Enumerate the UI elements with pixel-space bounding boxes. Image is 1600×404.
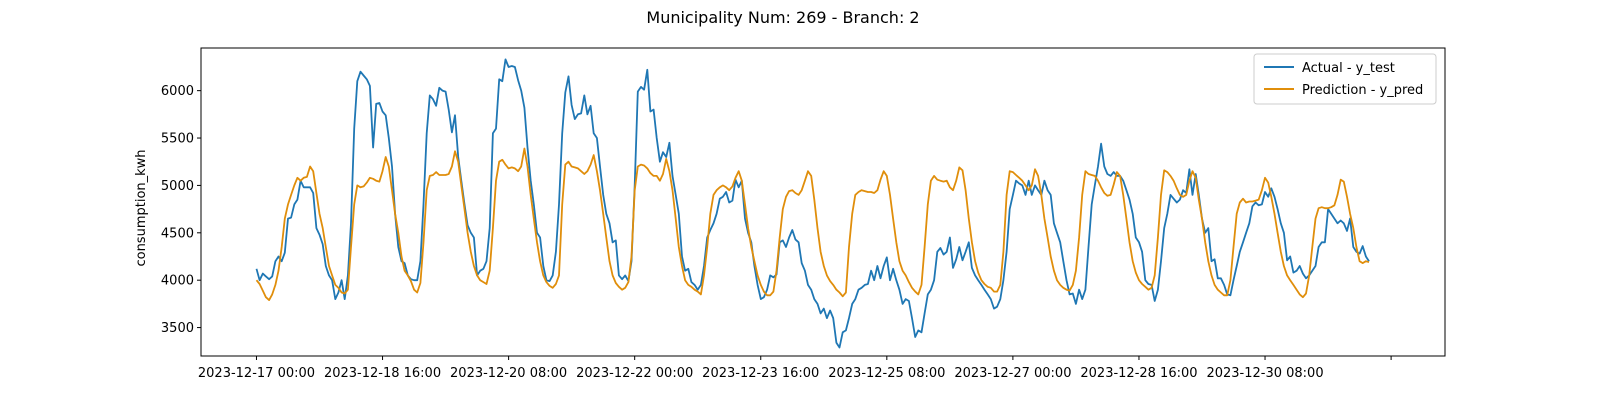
plot-area: 3500 4000 4500 5000 5500 6000 2023-12-17 00:00… bbox=[161, 47, 1446, 381]
y-tick-label: 6000 bbox=[161, 84, 194, 99]
legend-label-actual: Actual - y_test bbox=[1302, 61, 1395, 76]
plot-frame bbox=[200, 47, 1446, 357]
x-tick-label: 2023-12-28 16:00 bbox=[1080, 366, 1197, 381]
x-tick-label: 2023-12-25 08:00 bbox=[828, 366, 945, 381]
series-line-prediction bbox=[255, 147, 1370, 301]
y-tick-label: 4500 bbox=[161, 226, 194, 241]
legend: Actual - y_test Prediction - y_pred bbox=[1253, 53, 1437, 105]
y-tick-label: 5500 bbox=[161, 132, 194, 147]
chart-title: Municipality Num: 269 - Branch: 2 bbox=[646, 8, 919, 27]
x-tick-label: 2023-12-17 00:00 bbox=[198, 366, 315, 381]
legend-box bbox=[1253, 53, 1437, 105]
y-axis-label: consumption_kwh bbox=[134, 149, 149, 266]
y-tick-label: 5000 bbox=[161, 179, 194, 194]
legend-label-prediction: Prediction - y_pred bbox=[1302, 83, 1423, 98]
x-tick-label: 2023-12-18 16:00 bbox=[324, 366, 441, 381]
x-tick-label: 2023-12-27 00:00 bbox=[954, 366, 1071, 381]
x-tick-label: 2023-12-22 00:00 bbox=[576, 366, 693, 381]
x-tick-label: 2023-12-20 08:00 bbox=[450, 366, 567, 381]
x-tick-label: 2023-12-30 08:00 bbox=[1206, 366, 1323, 381]
series-line-actual bbox=[255, 58, 1370, 349]
y-tick-label: 4000 bbox=[161, 274, 194, 289]
x-tick-label: 2023-12-23 16:00 bbox=[702, 366, 819, 381]
y-tick-label: 3500 bbox=[161, 321, 194, 336]
